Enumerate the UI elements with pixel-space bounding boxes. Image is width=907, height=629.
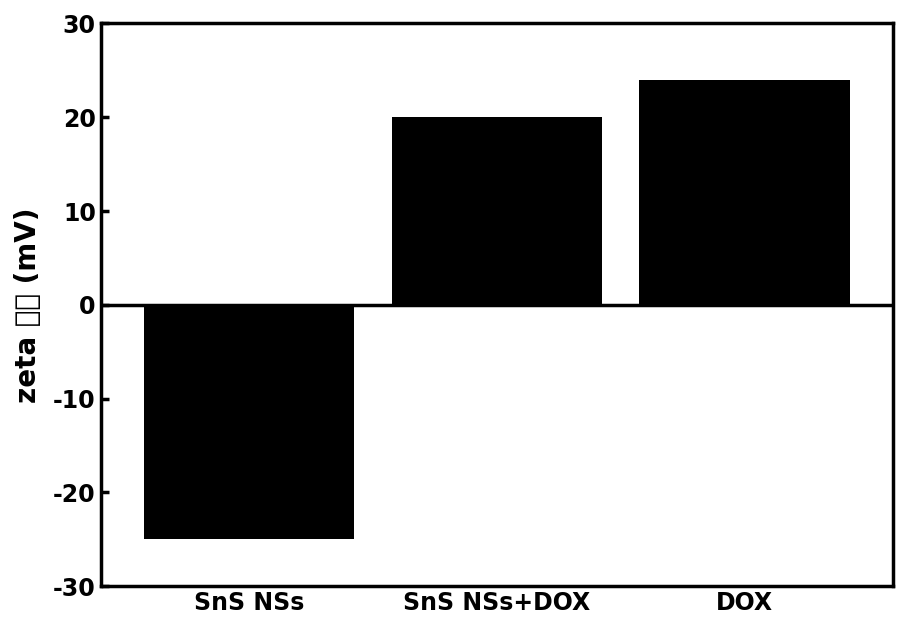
Bar <box>144 305 355 539</box>
Bar <box>639 80 850 305</box>
Bar <box>392 117 602 305</box>
Y-axis label: zeta 电位 (mV): zeta 电位 (mV) <box>14 207 42 403</box>
